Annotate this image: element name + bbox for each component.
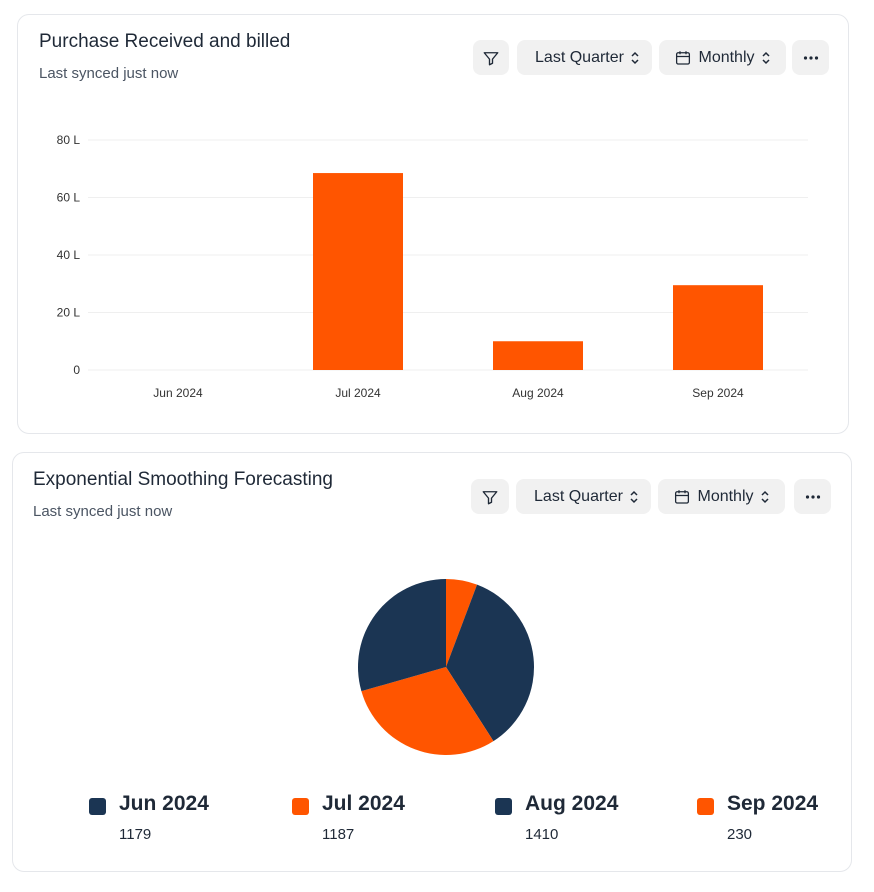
range-select[interactable]: Last Quarter (517, 40, 652, 75)
range-select-label: Last Quarter (535, 48, 624, 66)
legend-swatch (495, 798, 512, 815)
more-horizontal-icon (803, 55, 818, 60)
more-horizontal-icon (805, 494, 820, 499)
legend-label: Jul 2024 (322, 792, 405, 815)
x-tick-label: Jun 2024 (153, 386, 203, 400)
legend-swatch (292, 798, 309, 815)
legend-value: 1179 (119, 826, 152, 843)
more-options-button[interactable] (794, 479, 831, 514)
pie-slice (446, 579, 478, 667)
legend-label: Jun 2024 (119, 792, 209, 815)
pie-slice (358, 579, 446, 692)
range-select[interactable]: Last Quarter (516, 479, 651, 514)
legend-value: 1187 (322, 826, 355, 843)
chevron-up-down-icon (760, 490, 769, 503)
calendar-icon (676, 50, 691, 65)
y-tick-label: 20 L (57, 306, 81, 320)
legend-swatch (89, 798, 106, 815)
more-options-button[interactable] (792, 40, 829, 75)
period-select-label: Monthly (698, 48, 755, 66)
legend-label: Sep 2024 (727, 792, 819, 815)
bar (313, 173, 403, 370)
legend-swatch (697, 798, 714, 815)
filter-icon (483, 51, 499, 65)
forecast-chart-card: Exponential Smoothing Forecasting Last s… (12, 452, 852, 872)
filter-button[interactable] (473, 40, 509, 75)
range-select-label: Last Quarter (534, 487, 623, 505)
purchase-chart-card: Purchase Received and billed Last synced… (17, 14, 849, 434)
chevron-up-down-icon (630, 490, 638, 503)
pie-slice (446, 584, 535, 742)
card-title: Exponential Smoothing Forecasting (33, 469, 333, 490)
chevron-up-down-icon (761, 51, 770, 64)
card-subtitle: Last synced just now (33, 503, 173, 520)
y-tick-label: 60 L (57, 191, 81, 205)
bar (673, 285, 763, 370)
y-tick-label: 0 (73, 363, 80, 377)
y-tick-label: 40 L (57, 248, 81, 262)
period-select[interactable]: Monthly (659, 40, 786, 75)
y-tick-label: 80 L (57, 133, 81, 147)
legend-value: 1410 (525, 826, 559, 843)
calendar-icon (675, 489, 690, 504)
bar (493, 341, 583, 370)
card-subtitle: Last synced just now (39, 65, 179, 82)
x-tick-label: Aug 2024 (512, 386, 564, 400)
legend-label: Aug 2024 (525, 792, 619, 815)
filter-button[interactable] (471, 479, 509, 514)
chevron-up-down-icon (631, 51, 639, 64)
x-tick-label: Sep 2024 (692, 386, 744, 400)
legend-value: 230 (727, 826, 753, 843)
card-title: Purchase Received and billed (39, 31, 291, 52)
pie-slice (361, 667, 494, 756)
pie-chart (358, 579, 535, 756)
period-select-label: Monthly (697, 487, 754, 505)
filter-icon (482, 490, 498, 504)
period-select[interactable]: Monthly (658, 479, 785, 514)
x-tick-label: Jul 2024 (335, 386, 381, 400)
bar-chart: 0 20 L 40 L 60 L 80 L Jun 2024 Jul 2024 Aug 202… (57, 133, 808, 400)
